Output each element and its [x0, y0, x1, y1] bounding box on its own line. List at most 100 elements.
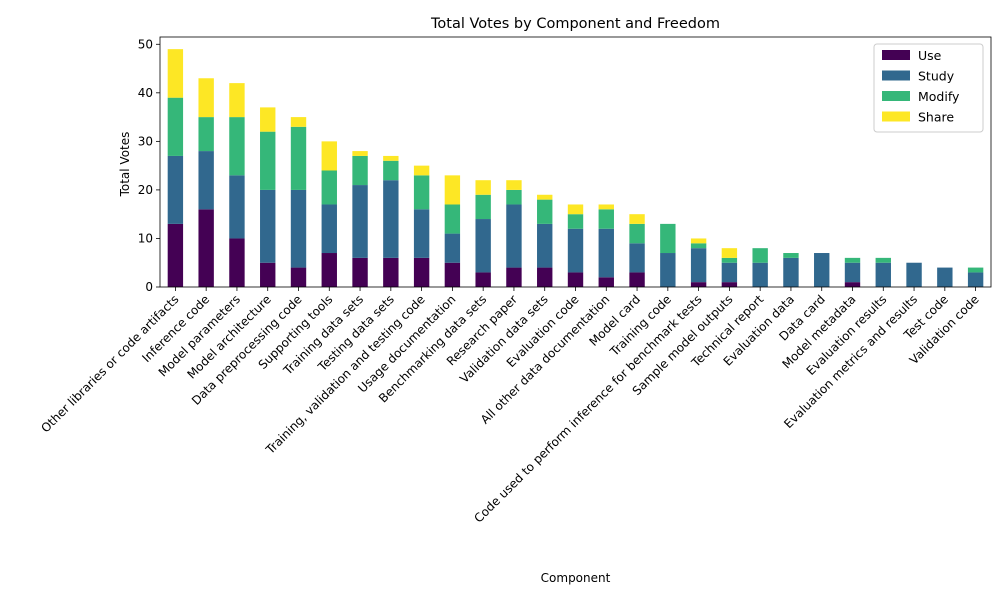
- bar-segment-study: [660, 253, 676, 287]
- bar-segment-study: [198, 151, 214, 210]
- bar-segment-share: [629, 214, 645, 224]
- legend-label-modify: Modify: [918, 89, 960, 104]
- legend-label-study: Study: [918, 69, 955, 84]
- bar-segment-modify: [413, 175, 430, 210]
- bar-segment-study: [506, 204, 522, 268]
- bar-segment-share: [167, 49, 184, 98]
- bar-segment-study: [444, 233, 461, 263]
- legend-swatch-modify: [882, 91, 910, 101]
- bar-segment-modify: [383, 160, 399, 181]
- bar-segment-share: [475, 180, 491, 195]
- bar-segment-share: [598, 204, 614, 210]
- x-axis-label: Component: [541, 571, 611, 585]
- bar-segment-share: [383, 155, 399, 161]
- bar-segment-use: [383, 257, 399, 287]
- bar-segment-share: [413, 165, 430, 176]
- bar-segment-share: [352, 151, 368, 156]
- legend: Use Study Modify Share: [873, 43, 984, 133]
- legend-label-use: Use: [918, 48, 942, 63]
- bar-segment-use: [352, 257, 368, 287]
- bar-segment-modify: [967, 267, 984, 273]
- bar-segment-study: [260, 189, 276, 263]
- bar-segment-use: [506, 267, 522, 287]
- bar-segment-modify: [783, 253, 799, 258]
- bar-segment-study: [875, 262, 891, 287]
- legend-swatch-share: [882, 111, 910, 122]
- bar-segment-share: [229, 83, 245, 118]
- bar-segment-study: [783, 257, 799, 287]
- bar-segment-use: [475, 272, 491, 287]
- bar-segment-modify: [875, 257, 891, 263]
- bar-segment-use: [537, 267, 553, 287]
- bar-segment-study: [167, 155, 184, 224]
- bar-segment-use: [721, 282, 738, 287]
- bar-segment-use: [690, 282, 707, 287]
- bar-segment-share: [721, 248, 738, 258]
- bar-segment-study: [229, 175, 245, 239]
- bar-segment-share: [444, 175, 461, 205]
- bar-segment-modify: [660, 223, 676, 254]
- bar-segment-modify: [475, 194, 491, 220]
- bar-segment-modify: [260, 131, 276, 190]
- bar-segment-modify: [198, 117, 214, 152]
- bar-segment-modify: [506, 189, 522, 205]
- y-tick-label: 10: [138, 231, 153, 245]
- bar-segment-modify: [352, 155, 368, 186]
- bars-layer: [167, 49, 984, 287]
- bar-segment-use: [844, 282, 861, 287]
- bar-segment-study: [937, 267, 953, 287]
- bar-segment-study: [814, 253, 830, 287]
- bar-segment-modify: [537, 199, 553, 224]
- bar-segment-share: [690, 238, 707, 244]
- bar-segment-study: [537, 223, 553, 268]
- legend-label-share: Share: [918, 110, 954, 125]
- legend-box: [873, 43, 984, 133]
- bar-segment-share: [506, 180, 522, 190]
- bar-segment-modify: [229, 117, 245, 176]
- legend-swatch-use: [882, 50, 910, 60]
- bar-segment-use: [413, 257, 430, 287]
- bar-segment-use: [444, 262, 461, 287]
- bar-segment-modify: [752, 248, 768, 263]
- y-tick-label: 20: [138, 183, 153, 197]
- bar-segment-use: [260, 262, 276, 287]
- bar-segment-use: [598, 277, 614, 287]
- chart-title: Total Votes by Component and Freedom: [430, 16, 720, 32]
- bar-segment-study: [352, 185, 368, 258]
- bar-segment-use: [629, 272, 645, 287]
- bar-segment-modify: [721, 257, 738, 263]
- bar-segment-modify: [690, 243, 707, 249]
- bar-segment-study: [629, 243, 645, 273]
- bar-segment-use: [198, 209, 214, 287]
- bar-segment-study: [752, 262, 768, 287]
- bar-segment-study: [967, 272, 984, 287]
- bar-segment-use: [567, 272, 584, 287]
- bar-segment-use: [290, 267, 307, 287]
- bar-segment-share: [537, 194, 553, 200]
- bar-segment-modify: [167, 97, 184, 156]
- bar-segment-modify: [290, 126, 307, 190]
- bar-segment-share: [198, 78, 214, 118]
- bar-segment-study: [721, 262, 738, 283]
- bar-segment-study: [567, 228, 584, 273]
- bar-segment-study: [844, 262, 861, 283]
- bar-segment-modify: [598, 209, 614, 229]
- bar-segment-study: [383, 180, 399, 258]
- bar-segment-study: [413, 209, 430, 258]
- bar-segment-modify: [844, 257, 861, 263]
- bar-segment-study: [906, 262, 922, 287]
- bar-segment-study: [290, 189, 307, 268]
- plot-frame: [159, 36, 992, 288]
- bar-segment-study: [598, 228, 614, 278]
- legend-swatch-study: [882, 70, 910, 81]
- y-tick-label: 30: [138, 134, 153, 148]
- bar-segment-modify: [444, 204, 461, 234]
- bar-segment-study: [690, 248, 707, 283]
- y-axis-label: Total Votes: [118, 132, 132, 198]
- y-tick-label: 40: [138, 86, 153, 100]
- bar-segment-modify: [567, 214, 584, 229]
- bar-segment-modify: [629, 223, 645, 244]
